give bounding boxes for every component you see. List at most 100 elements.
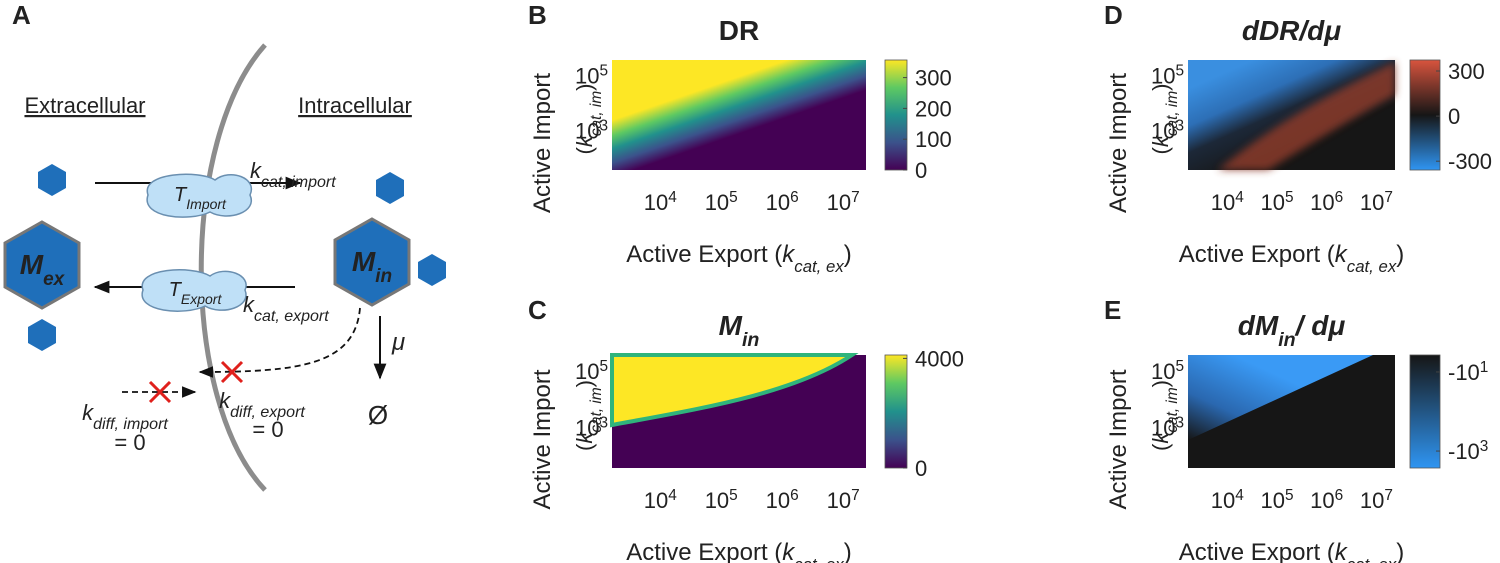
m-ex-hexagon [3,220,81,310]
heatmap-band [1218,62,1395,170]
import-transporter [146,173,253,218]
x-tick-label: 104 [1211,487,1244,514]
tick-exponent: 3 [1480,438,1489,455]
y-axis-symbol: (kcat, im) [572,380,605,451]
text-part: k [1335,539,1349,563]
tick-base: 10 [1310,488,1334,513]
t-sub: Import [186,196,227,212]
colorbar [884,354,908,469]
y-tick-label: 103 [575,414,608,441]
text-part: ) [1148,84,1173,91]
text-part: k [782,539,796,563]
subscript: cat, ex [1347,257,1397,276]
panel-title: DR [719,15,759,46]
x-tick-label: 107 [1360,487,1393,514]
y-tick-label: 105 [575,357,608,384]
subscript: cat, im [1164,91,1181,137]
y-axis-label: Active Import [1105,73,1132,213]
y-tick-label: 103 [575,117,608,144]
k-sub: cat, export [254,308,329,325]
subscript: cat, im [588,387,605,433]
t-main: T [174,184,188,206]
tick-exponent: 7 [1384,487,1393,504]
heatmap-region [610,353,859,428]
tick-exponent: 7 [851,189,860,206]
tick-exponent: 5 [729,487,738,504]
tick-base: 10 [575,118,599,143]
tick-base: 10 [705,488,729,513]
x-tick-label: 104 [644,487,677,514]
y-axis-symbol: (kcat, im) [1148,380,1181,451]
text-part: k [1148,135,1173,147]
tick-exponent: 5 [729,189,738,206]
colorbar [884,59,908,171]
tick-base: 10 [1151,63,1175,88]
colorbar-tick-label: 200 [915,96,952,121]
panel-a: A Extracellular Intracellular Mex Min TI… [3,0,446,492]
x-axis-label: Active Export (kcat, ex) [1179,539,1404,563]
colorbar-tick-label: 0 [915,456,927,481]
k-sub: diff, import [93,416,168,433]
y-tick-label: 103 [1151,117,1184,144]
x-tick-label: 104 [1211,189,1244,216]
t-import-label: TImport [174,184,227,212]
tick-base: 10 [644,488,668,513]
tick-exponent: 4 [1235,487,1244,504]
text-part: / dμ [1294,310,1346,341]
y-axis-label: Active Import [529,73,556,213]
k-diff-export-label: kdiff, export [219,388,305,421]
colorbar-tick-label: -300 [1448,149,1492,174]
tick-exponent: 6 [790,189,799,206]
tick-base: 10 [1151,359,1175,384]
m-in-label: Min [352,246,392,287]
colorbar-tick-label: 0 [915,158,927,183]
text-part: ) [572,380,597,387]
tick-exponent: 5 [599,357,608,374]
text-part: ) [1396,241,1404,268]
k-main: k [243,292,255,317]
x-tick-label: 105 [1260,189,1293,216]
text-part: ) [844,539,852,563]
text-part: ( [1148,443,1173,451]
tick-exponent: 3 [1175,117,1184,134]
t-sub: Export [181,291,223,307]
tick-base: -10 [1448,439,1480,464]
panel-letter: B [528,0,547,30]
subscript: cat, im [588,91,605,137]
text-part: ( [572,146,597,154]
x-tick-label: 106 [766,487,799,514]
tick-base: -10 [1448,360,1480,385]
k-sub: cat, import [261,174,336,191]
x-tick-label: 105 [1260,487,1293,514]
y-tick-label: 105 [1151,62,1184,89]
tick-base: 10 [827,190,851,215]
subscript: in [1278,329,1295,351]
tick-base: 10 [1310,190,1334,215]
tick-exponent: 6 [1335,189,1344,206]
heatmap-region [1188,355,1373,440]
tick-exponent: 5 [1285,189,1294,206]
k-diff-import-value: = 0 [114,430,145,455]
m-in-sub: in [375,266,392,287]
tick-base: 10 [575,359,599,384]
membrane [198,43,267,492]
panel-letter: A [12,0,31,30]
colorbar [1409,59,1441,171]
text-part: k [572,432,597,444]
tick-base: 10 [644,190,668,215]
colorbar-tick-label: 300 [1448,59,1485,84]
k-import-label: kcat, import [250,158,336,191]
x-axis-label: Active Export (kcat, ex) [626,241,851,276]
tick-exponent: 1 [1480,358,1489,375]
text-part: ( [1148,146,1173,154]
tick-exponent: 3 [1175,414,1184,431]
tick-base: 10 [827,488,851,513]
text-part: dM [1238,310,1279,341]
text-part: k [782,241,796,268]
